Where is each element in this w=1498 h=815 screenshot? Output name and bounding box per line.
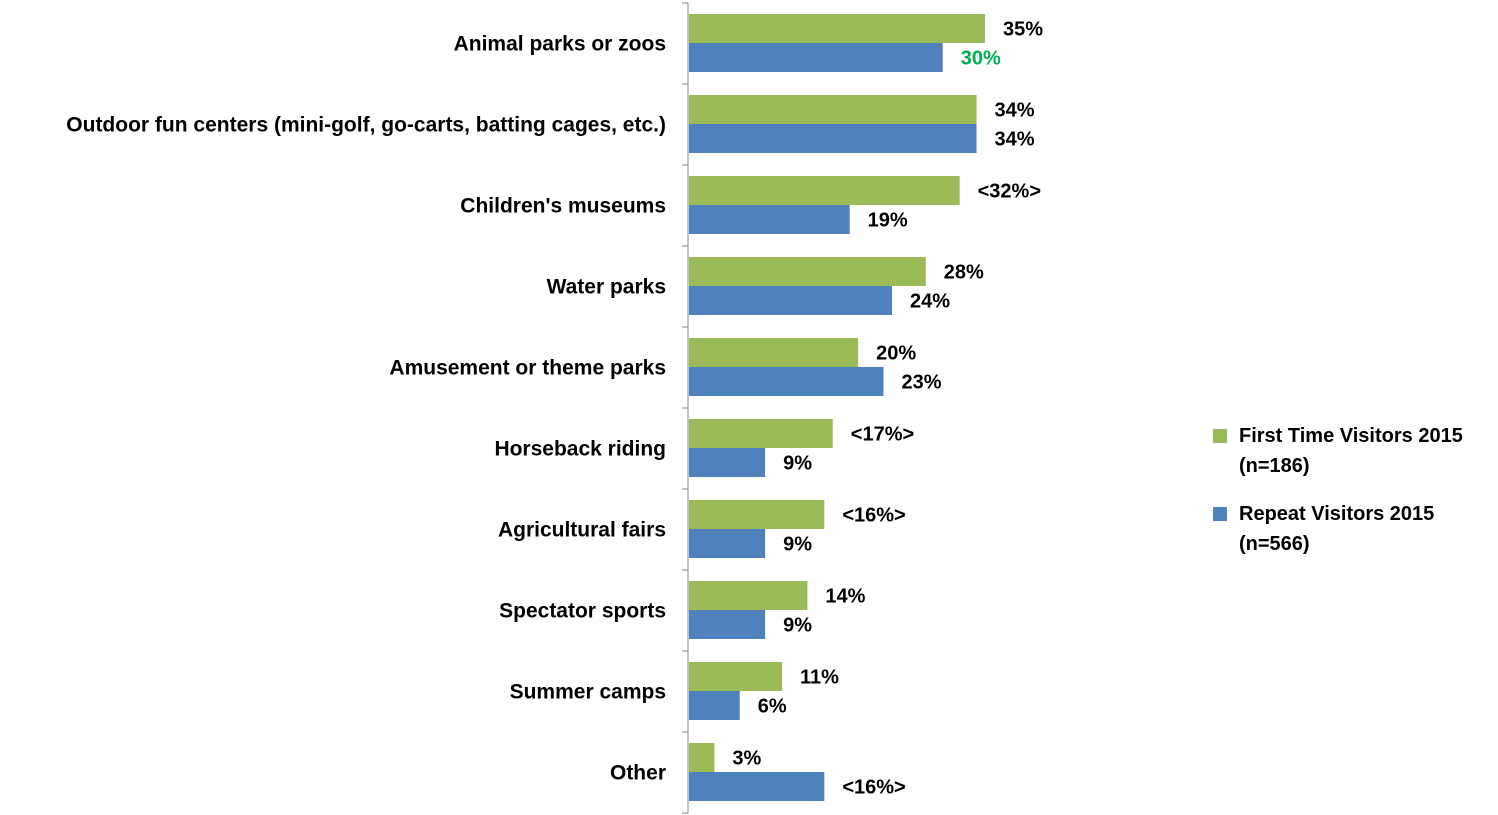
bar-first-time — [689, 257, 926, 286]
data-label-first-time: 20% — [876, 343, 916, 365]
category-label: Summer camps — [510, 681, 666, 704]
bar-repeat — [689, 610, 766, 639]
category-label: Animal parks or zoos — [454, 33, 666, 56]
data-label-first-time: 28% — [944, 262, 984, 284]
bar-first-time — [689, 581, 808, 610]
bar-first-time — [689, 14, 985, 43]
bar-repeat — [689, 43, 943, 72]
bar-repeat — [689, 529, 766, 558]
legend-item-first-time: First Time Visitors 2015 (n=186) — [1213, 421, 1498, 481]
bar-repeat — [689, 691, 740, 720]
bar-repeat — [689, 124, 977, 153]
category-label: Amusement or theme parks — [389, 357, 666, 380]
legend-label-repeat: Repeat Visitors 2015 — [1239, 503, 1435, 525]
labels: Animal parks or zoos 35%30% Outdoor fun ce… — [66, 19, 1043, 799]
data-label-repeat: 9% — [783, 453, 812, 475]
legend-swatch-first-time — [1213, 429, 1227, 443]
data-label-repeat: 19% — [868, 210, 908, 232]
legend-sublabel-first-time: (n=186) — [1239, 455, 1310, 477]
legend-sublabel-repeat: (n=566) — [1239, 533, 1310, 555]
bar-first-time — [689, 500, 825, 529]
legend: First Time Visitors 2015 (n=186) Repeat … — [1213, 421, 1498, 577]
axis — [682, 2, 689, 814]
legend-label-first-time: First Time Visitors 2015 — [1239, 425, 1463, 447]
bar-first-time — [689, 176, 960, 205]
category-label: Other — [610, 762, 666, 785]
bar-repeat — [689, 448, 766, 477]
data-label-first-time: 35% — [1003, 19, 1043, 41]
category-label: Agricultural fairs — [498, 519, 666, 542]
bar-repeat — [689, 772, 825, 801]
data-label-first-time: 11% — [800, 667, 839, 689]
category-label: Spectator sports — [499, 600, 666, 623]
data-label-first-time: 14% — [825, 586, 865, 608]
category-label: Outdoor fun centers (mini-golf, go-carts… — [66, 114, 666, 137]
bar-first-time — [689, 743, 715, 772]
data-label-repeat: 9% — [783, 615, 812, 637]
bar-first-time — [689, 338, 859, 367]
bar-repeat — [689, 205, 850, 234]
bar-first-time — [689, 662, 783, 691]
data-label-first-time: <17%> — [851, 424, 914, 446]
data-label-first-time: <16%> — [842, 505, 905, 527]
data-label-repeat: 30% — [961, 48, 1001, 70]
bar-repeat — [689, 286, 892, 315]
data-label-repeat: <16%> — [842, 777, 905, 799]
data-label-repeat: 34% — [995, 129, 1035, 151]
category-label: Children's museums — [460, 195, 666, 218]
legend-item-repeat: Repeat Visitors 2015 (n=566) — [1213, 499, 1498, 559]
data-label-repeat: 6% — [758, 696, 787, 718]
data-label-repeat: 24% — [910, 291, 950, 313]
category-label: Water parks — [547, 276, 666, 299]
data-label-repeat: 23% — [902, 372, 942, 394]
data-label-repeat: 9% — [783, 534, 812, 556]
bars — [689, 14, 985, 801]
bar-first-time — [689, 95, 977, 124]
legend-swatch-repeat — [1213, 507, 1227, 521]
bar-first-time — [689, 419, 833, 448]
data-label-first-time: <32%> — [978, 181, 1041, 203]
bar-repeat — [689, 367, 884, 396]
data-label-first-time: 3% — [732, 748, 761, 770]
data-label-first-time: 34% — [995, 100, 1035, 122]
category-label: Horseback riding — [494, 438, 666, 461]
